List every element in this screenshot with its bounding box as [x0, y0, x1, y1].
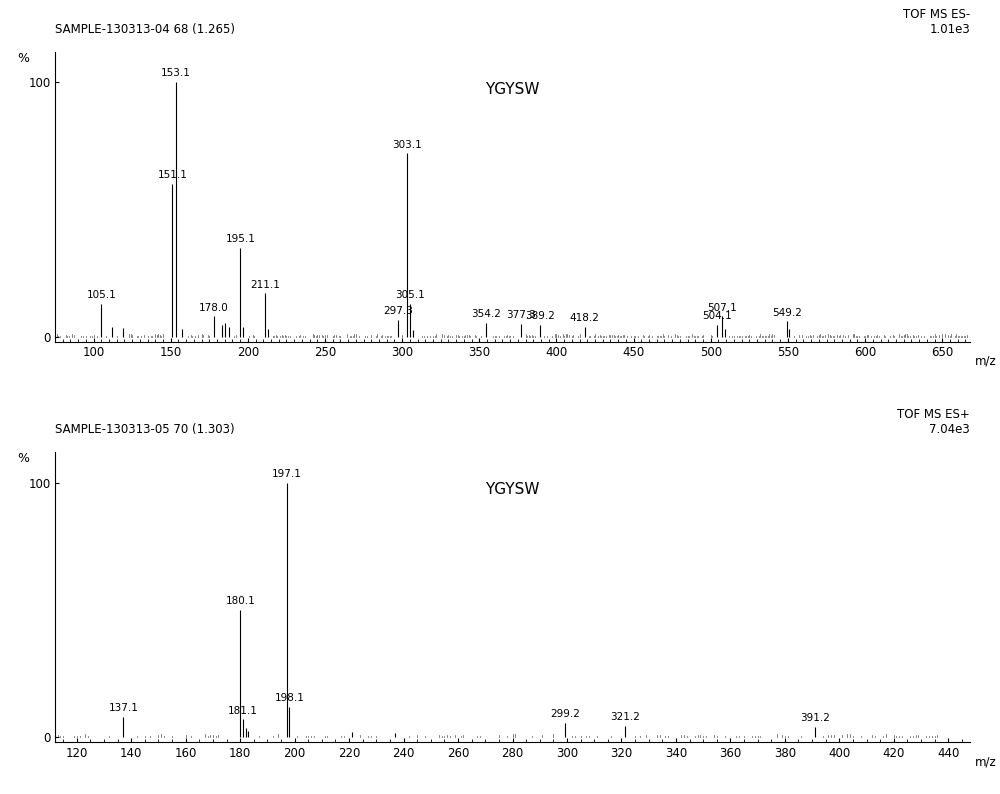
- Text: TOF MS ES-
1.01e3: TOF MS ES- 1.01e3: [903, 8, 970, 36]
- Text: 377.3: 377.3: [507, 310, 536, 320]
- Text: 321.2: 321.2: [610, 712, 640, 722]
- Text: 211.1: 211.1: [250, 279, 280, 290]
- Text: YGYSW: YGYSW: [485, 82, 540, 97]
- Text: 151.1: 151.1: [157, 170, 187, 180]
- Text: 153.1: 153.1: [161, 68, 190, 79]
- Text: 389.2: 389.2: [525, 311, 555, 322]
- Text: 391.2: 391.2: [800, 713, 830, 723]
- Text: %: %: [17, 452, 29, 465]
- Text: 549.2: 549.2: [772, 307, 802, 318]
- Text: 178.0: 178.0: [199, 303, 229, 313]
- Text: 418.2: 418.2: [570, 313, 599, 322]
- Text: 305.1: 305.1: [395, 290, 425, 300]
- Text: 198.1: 198.1: [275, 693, 304, 703]
- Text: m/z: m/z: [975, 355, 996, 368]
- Text: 303.1: 303.1: [392, 140, 422, 149]
- Text: YGYSW: YGYSW: [485, 483, 540, 497]
- Text: SAMPLE-130313-05 70 (1.303): SAMPLE-130313-05 70 (1.303): [55, 423, 235, 436]
- Text: 504.1: 504.1: [702, 311, 732, 322]
- Text: 105.1: 105.1: [87, 290, 116, 300]
- Text: 197.1: 197.1: [272, 469, 302, 479]
- Text: 137.1: 137.1: [108, 703, 138, 713]
- Text: 181.1: 181.1: [228, 706, 258, 715]
- Text: %: %: [17, 52, 29, 64]
- Text: 180.1: 180.1: [226, 596, 255, 606]
- Text: 354.2: 354.2: [471, 309, 501, 319]
- Text: TOF MS ES+
7.04e3: TOF MS ES+ 7.04e3: [897, 408, 970, 436]
- Text: SAMPLE-130313-04 68 (1.265): SAMPLE-130313-04 68 (1.265): [55, 23, 235, 36]
- Text: 195.1: 195.1: [225, 233, 255, 244]
- Text: 297.3: 297.3: [383, 306, 413, 316]
- Text: 299.2: 299.2: [550, 710, 580, 719]
- Text: m/z: m/z: [975, 755, 996, 769]
- Text: 507.1: 507.1: [707, 303, 737, 313]
